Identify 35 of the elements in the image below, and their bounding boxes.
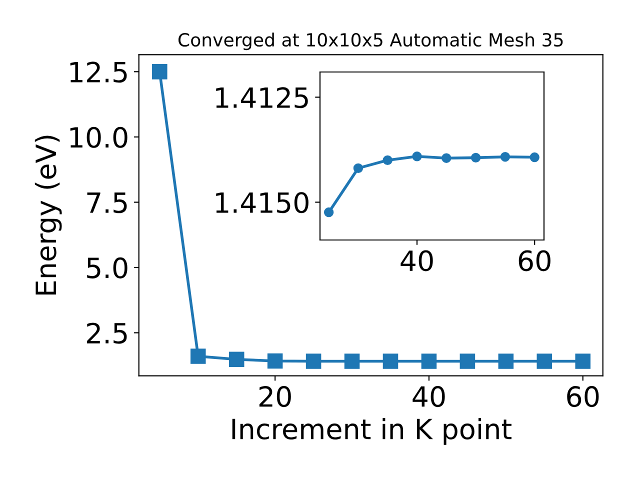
y-tick-label: 1.4125 xyxy=(216,87,308,108)
point xyxy=(536,354,552,369)
point xyxy=(500,152,510,162)
y-tick-label: 7.5 xyxy=(87,192,127,214)
point xyxy=(382,155,392,166)
x-axis-title: Increment in K point xyxy=(232,418,512,445)
point xyxy=(190,348,206,364)
point xyxy=(228,352,244,368)
x-tick-label: 60 xyxy=(518,250,550,272)
x-tick-label: 40 xyxy=(400,250,433,272)
point xyxy=(382,354,398,369)
y-tick-label: 2.5 xyxy=(87,322,127,344)
point xyxy=(152,64,168,80)
y-tick-label: 12.5 xyxy=(70,62,127,83)
point xyxy=(267,353,283,369)
x-tick-label: 60 xyxy=(567,386,599,408)
y-axis-title: Energy (eV) xyxy=(34,136,62,294)
point xyxy=(530,152,540,162)
point xyxy=(306,354,322,369)
y-tick-label: 5.0 xyxy=(87,257,128,278)
point xyxy=(324,207,334,218)
point xyxy=(575,354,591,369)
point xyxy=(498,354,514,369)
y-tick-label: 10.0 xyxy=(70,126,128,148)
point xyxy=(421,354,437,369)
point xyxy=(460,354,476,369)
point xyxy=(412,152,422,162)
chart-title: Converged at 10x10x5 Automatic Mesh 35 xyxy=(178,32,563,50)
x-tick-label: 40 xyxy=(412,386,445,408)
point xyxy=(442,153,452,163)
point xyxy=(344,354,360,369)
point xyxy=(470,152,481,163)
x-tick-label: 20 xyxy=(259,386,291,408)
point xyxy=(353,163,364,174)
y-tick-label: 1.4150 xyxy=(216,192,308,214)
